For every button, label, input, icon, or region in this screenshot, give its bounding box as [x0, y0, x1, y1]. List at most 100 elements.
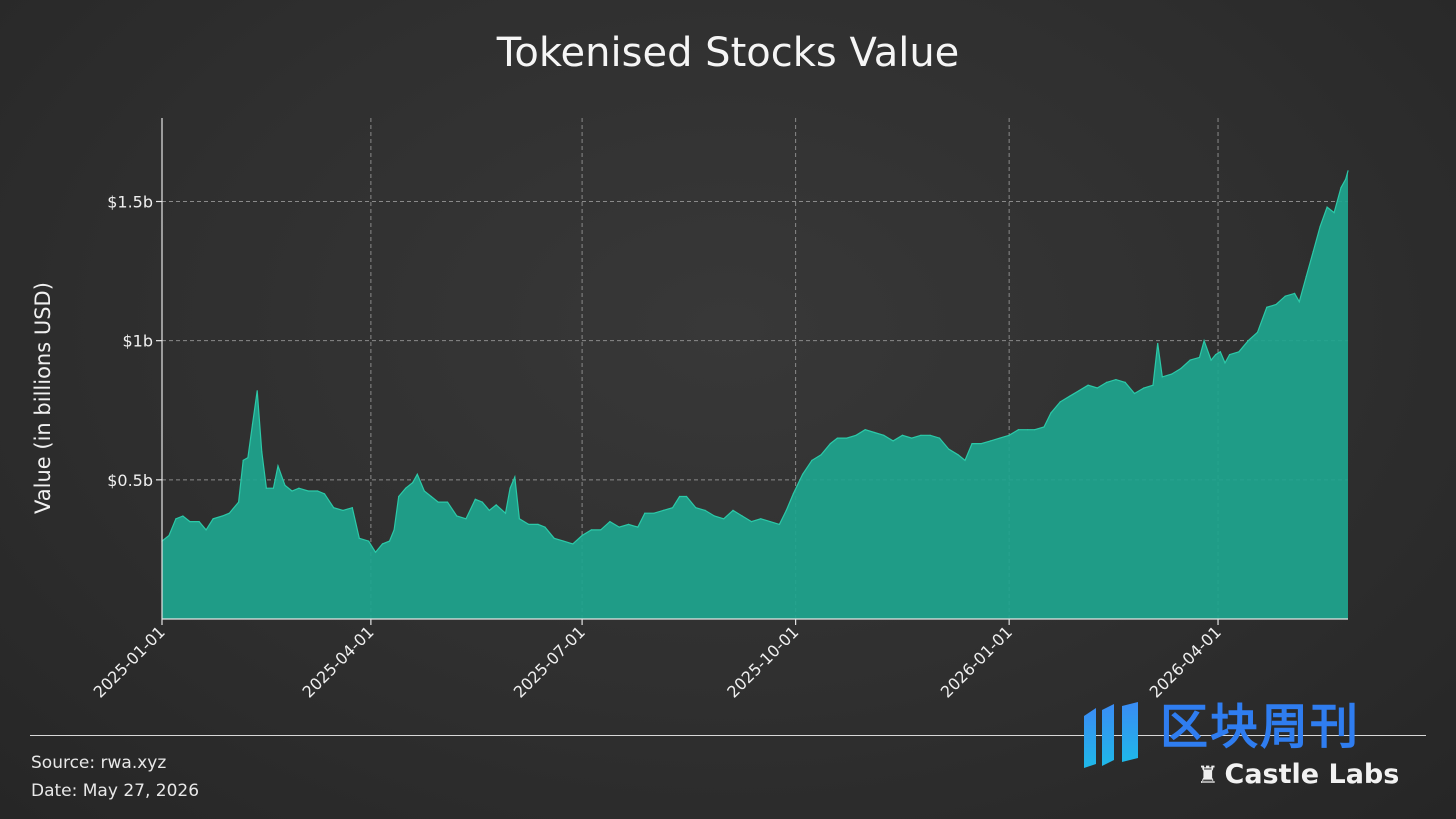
data-point: [938, 437, 941, 439]
data-point: [168, 534, 170, 537]
data-point: [358, 537, 360, 539]
data-point: [456, 515, 458, 517]
data-point: [1087, 384, 1089, 386]
data-point: [261, 451, 263, 453]
data-point: [685, 495, 688, 498]
blockchain-weekly-logo-icon: [1084, 702, 1138, 768]
chart-title: Tokenised Stocks Value: [496, 30, 960, 76]
data-point: [662, 509, 664, 511]
y-axis-label: Value (in billions USD): [31, 282, 55, 514]
data-point: [437, 501, 439, 503]
data-point: [1034, 429, 1036, 431]
data-point: [1229, 354, 1231, 356]
castle-icon: ♜: [1197, 761, 1219, 789]
data-point: [873, 431, 876, 434]
data-point: [713, 515, 716, 517]
data-point: [1050, 412, 1052, 414]
data-point: [1106, 381, 1108, 383]
data-point: [351, 507, 353, 509]
data-point: [307, 490, 309, 492]
data-point: [1078, 390, 1080, 392]
data-point: [446, 501, 449, 503]
castle-labs-text: Castle Labs: [1224, 759, 1400, 790]
data-point: [990, 440, 992, 442]
data-point: [333, 507, 335, 509]
x-ticks: 2025-01-01 2025-04-01 2025-07-01 2025-10-01…: [90, 619, 1225, 702]
data-point: [644, 512, 646, 514]
data-point: [1203, 340, 1205, 342]
data-point: [393, 529, 395, 531]
data-point: [679, 495, 681, 498]
data-point: [1345, 178, 1347, 180]
data-point: [1326, 206, 1328, 208]
data-point: [892, 440, 894, 442]
data-point: [416, 473, 418, 475]
data-point: [855, 434, 857, 436]
data-point: [672, 507, 674, 509]
data-point: [1275, 303, 1277, 306]
data-point: [600, 529, 602, 531]
data-point: [778, 523, 781, 526]
data-point: [228, 512, 230, 514]
data-point: [247, 457, 249, 459]
data-point: [1059, 401, 1061, 403]
data-point: [189, 521, 191, 523]
data-point: [732, 509, 734, 511]
data-point: [495, 504, 497, 506]
data-point: [298, 487, 300, 489]
data-point: [760, 518, 762, 520]
data-point: [481, 501, 483, 503]
data-point: [811, 459, 813, 461]
x-tick-label: 2025-04-01: [299, 622, 378, 701]
data-point: [1347, 170, 1349, 172]
data-point: [256, 390, 258, 392]
data-point: [251, 423, 254, 425]
x-tick-label: 2026-01-01: [937, 622, 1016, 701]
data-point: [544, 526, 546, 528]
data-point: [1157, 342, 1159, 345]
data-point: [1133, 392, 1136, 395]
data-point: [212, 518, 214, 520]
data-point: [627, 523, 630, 526]
data-point: [750, 521, 753, 523]
y-tick-label: $1.5b: [107, 193, 153, 212]
data-point: [323, 493, 326, 495]
data-point: [999, 437, 1001, 439]
data-point: [1161, 376, 1163, 378]
data-point: [537, 523, 539, 526]
data-point: [528, 523, 530, 526]
data-point: [948, 448, 950, 450]
data-point: [836, 437, 839, 439]
data-point: [695, 507, 697, 509]
data-point: [829, 443, 832, 445]
y-tick-label: $1b: [122, 332, 153, 351]
data-point: [911, 437, 913, 439]
data-point: [1294, 292, 1296, 294]
x-tick-label: 2025-07-01: [510, 622, 589, 701]
data-point: [802, 473, 804, 475]
data-point: [723, 518, 725, 520]
data-point: [291, 490, 293, 492]
data-point: [398, 495, 400, 498]
data-point: [562, 540, 565, 542]
data-point: [1124, 381, 1126, 383]
x-tick-label: 2025-01-01: [90, 622, 169, 701]
data-point: [1284, 295, 1286, 297]
data-point: [514, 476, 516, 478]
data-point: [609, 521, 611, 523]
data-point: [553, 537, 555, 539]
data-point: [488, 509, 490, 511]
data-point: [504, 512, 507, 514]
data-point: [284, 484, 286, 486]
data-point: [785, 509, 787, 511]
data-point: [205, 529, 207, 531]
data-point: [1189, 359, 1191, 361]
data-point: [653, 512, 655, 514]
data-point: [618, 526, 620, 528]
data-point: [1068, 395, 1071, 397]
data-point: [1305, 276, 1307, 278]
data-point: [929, 434, 931, 436]
data-point: [374, 551, 377, 553]
data-point: [1152, 384, 1154, 386]
data-point: [272, 487, 274, 489]
